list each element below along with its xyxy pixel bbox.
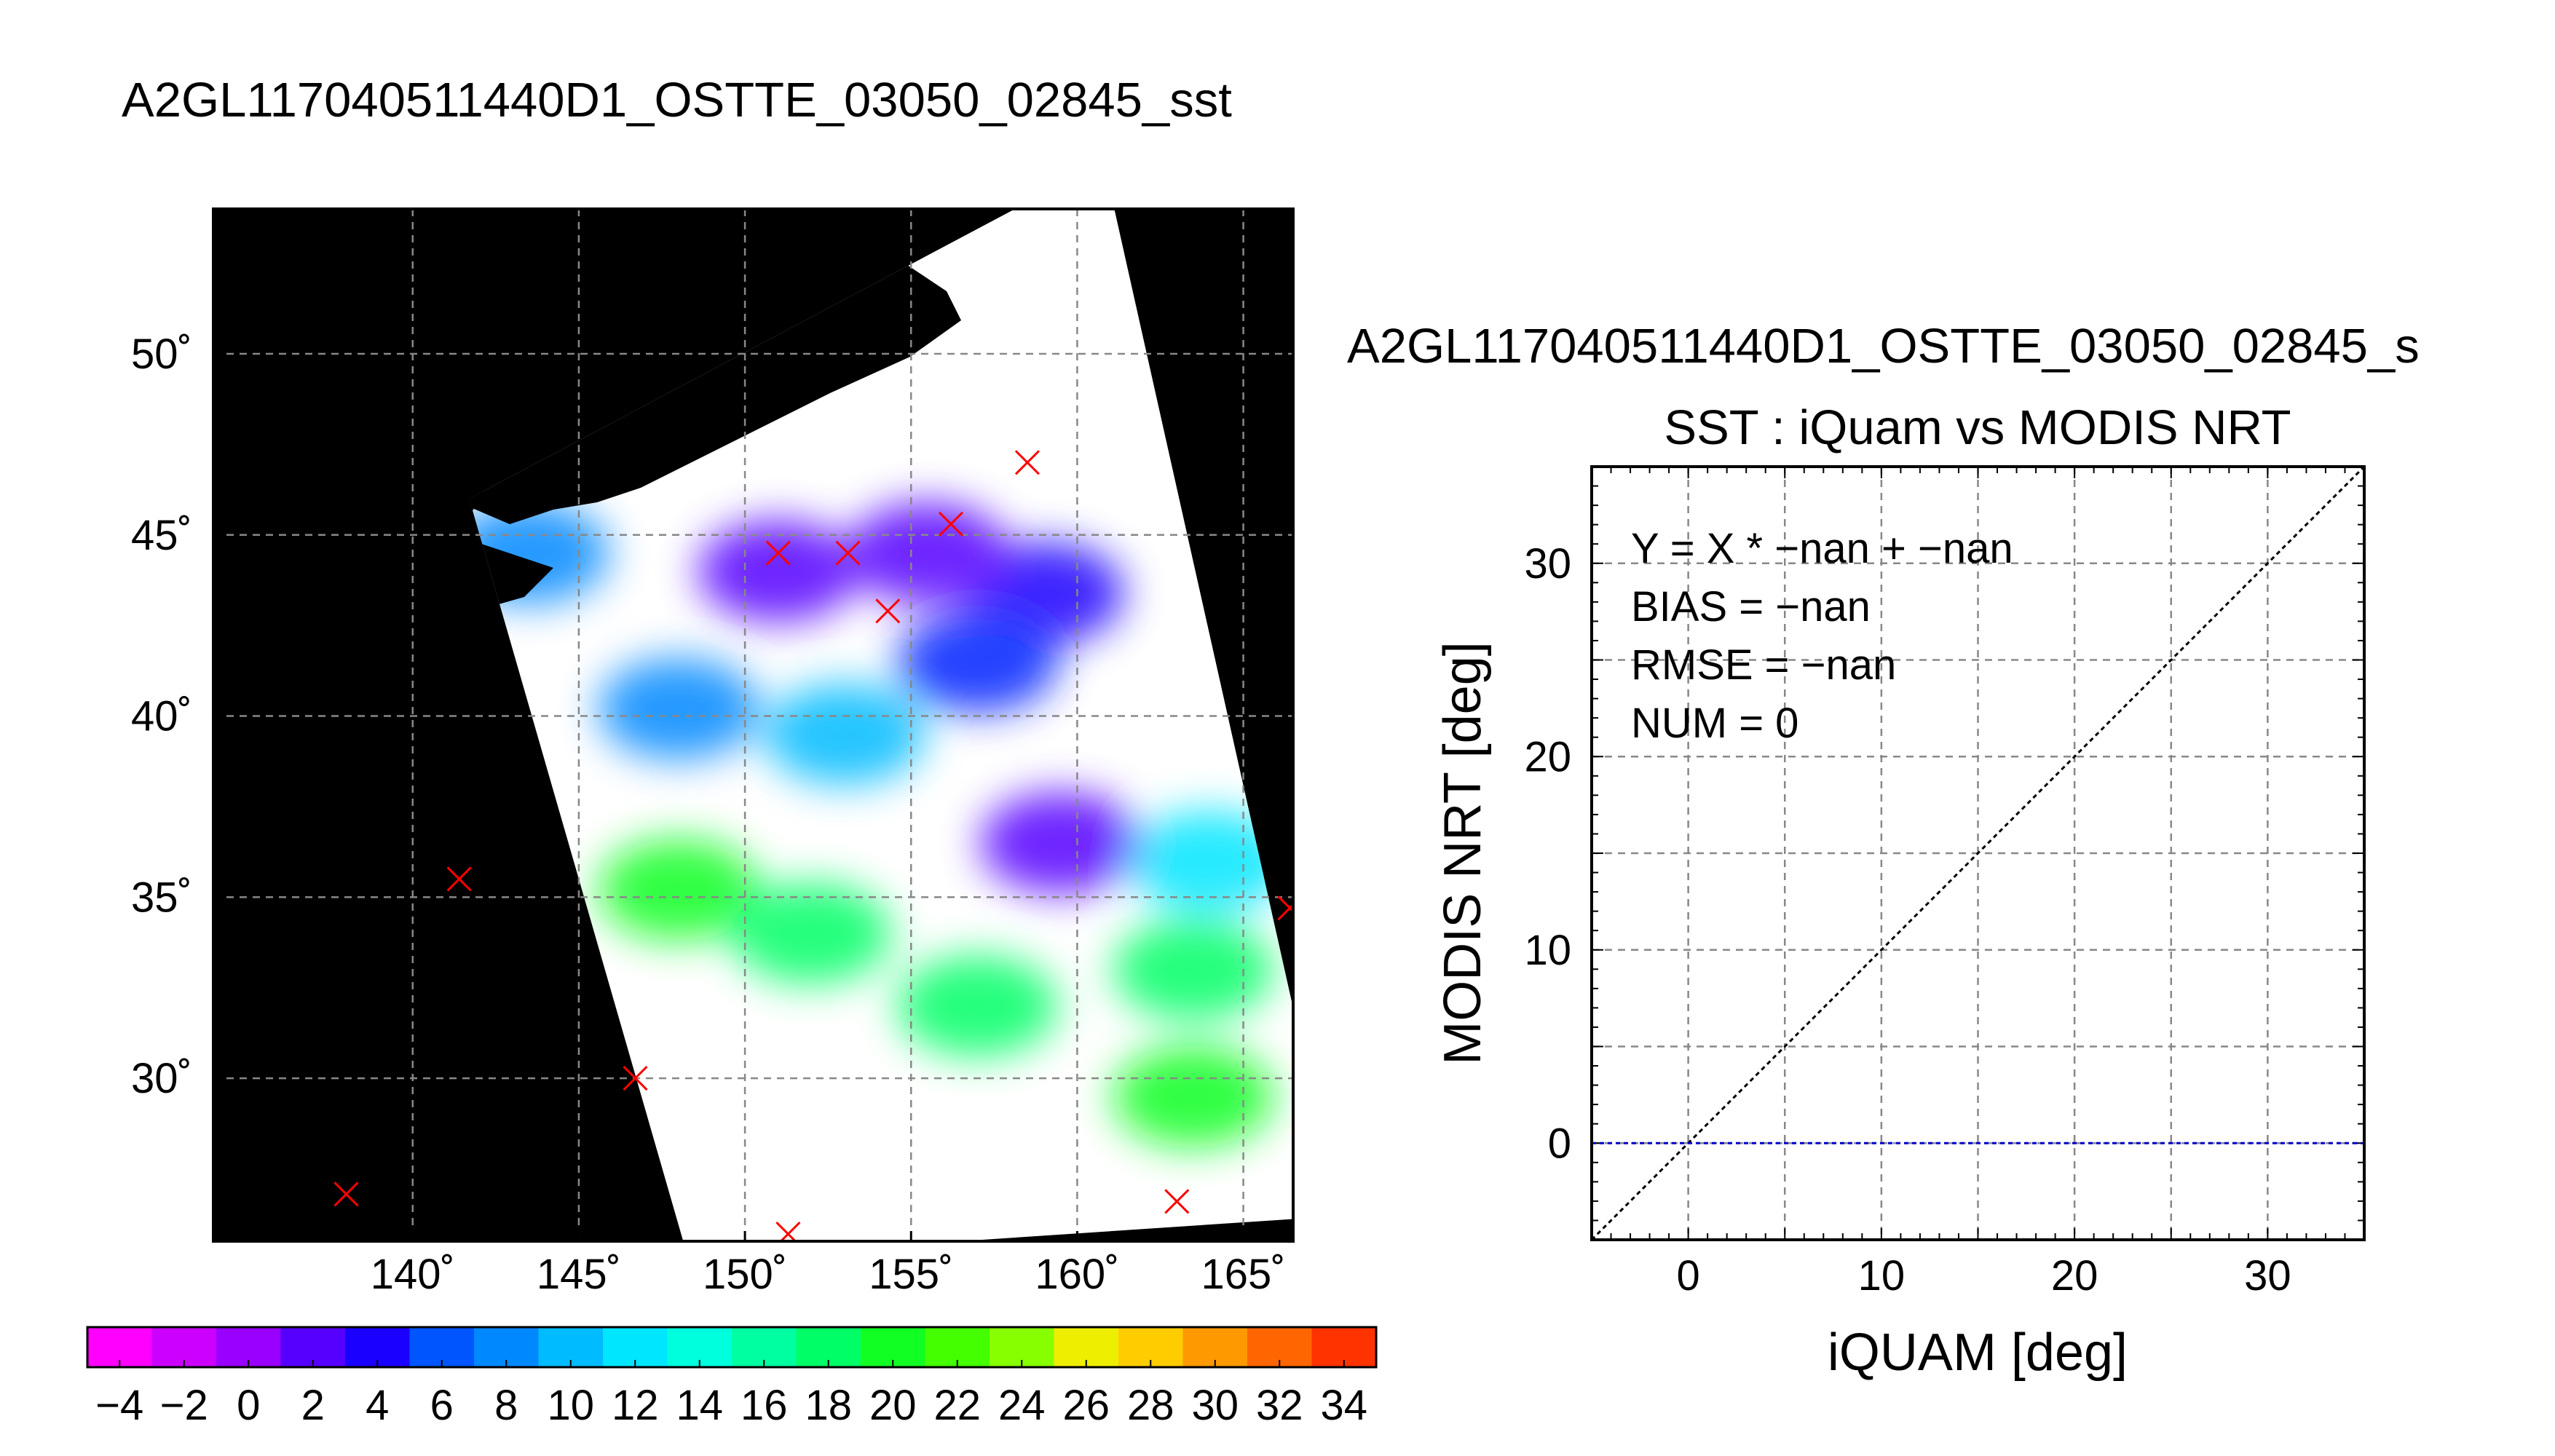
scatter-title: A2GL117040511440D1_OSTTE_03050_02845_s bbox=[1347, 319, 2420, 373]
scatter-y-tick-label: 10 bbox=[1524, 927, 1571, 974]
map-y-axis: 30˚ 35˚ 40˚ 45˚ 50˚ bbox=[131, 331, 224, 1102]
sst-patch bbox=[698, 520, 858, 622]
colorbar-labels: −4 −2 0 2 4 6 8 10 12 14 16 18 20 22 24 26 28 30 32 34 bbox=[95, 1360, 1367, 1429]
colorbar: −4 −2 0 2 4 6 8 10 12 14 16 18 20 22 24 26 28 30 32 34 bbox=[86, 1326, 1378, 1429]
map-x-tick-label: 155˚ bbox=[869, 1251, 953, 1298]
scatter-x-tick-label: 30 bbox=[2244, 1252, 2291, 1299]
sst-patch bbox=[897, 610, 1058, 713]
colorbar-tick-label: 18 bbox=[805, 1382, 852, 1429]
scatter-x-tick-label: 0 bbox=[1676, 1252, 1699, 1299]
sst-patch bbox=[980, 791, 1141, 894]
colorbar-tick-label: 20 bbox=[869, 1382, 917, 1429]
map-x-tick-label: 165˚ bbox=[1201, 1251, 1286, 1298]
map-x-tick-label: 145˚ bbox=[537, 1251, 621, 1298]
colorbar-tick-label: 32 bbox=[1256, 1382, 1303, 1429]
colorbar-tick-label: 8 bbox=[494, 1382, 518, 1429]
scatter-frame bbox=[1590, 465, 2366, 1241]
map-y-tick-label: 45˚ bbox=[131, 512, 192, 559]
buoy-marker bbox=[446, 866, 472, 892]
sst-patch bbox=[731, 882, 892, 985]
buoy-marker bbox=[333, 1182, 359, 1207]
colorbar-tick-label: 16 bbox=[741, 1382, 788, 1429]
scatter-y-axis: 0 10 20 30 bbox=[1524, 540, 1571, 1168]
scatter-y-tick-label: 20 bbox=[1524, 733, 1571, 780]
sst-patch bbox=[1129, 810, 1290, 912]
buoy-marker bbox=[1164, 1189, 1190, 1214]
map-y-tick-label: 40˚ bbox=[131, 693, 192, 740]
sst-patch bbox=[897, 954, 1058, 1057]
sst-field bbox=[469, 502, 1290, 1147]
buoy-marker bbox=[775, 1221, 801, 1241]
scatter-x-axis: 0 10 20 30 bbox=[1676, 1252, 2291, 1299]
colorbar-tick-label: 0 bbox=[237, 1382, 260, 1429]
colorbar-frame bbox=[86, 1326, 1378, 1369]
colorbar-tick-label: −2 bbox=[160, 1382, 208, 1429]
colorbar-tick-label: 24 bbox=[998, 1382, 1046, 1429]
colorbar-tick-label: 2 bbox=[301, 1382, 325, 1429]
map-y-tick-label: 35˚ bbox=[131, 874, 192, 921]
colorbar-tick-label: 6 bbox=[430, 1382, 454, 1429]
map-x-tick-label: 160˚ bbox=[1035, 1251, 1119, 1298]
sst-patch bbox=[1113, 918, 1274, 1021]
sst-patch bbox=[598, 657, 759, 760]
buoy-marker bbox=[765, 540, 791, 566]
scatter-subtitle: SST : iQuam vs MODIS NRT bbox=[1664, 400, 2291, 455]
map-x-tick-label: 150˚ bbox=[703, 1251, 787, 1298]
scatter-panel: 0 10 20 30 0 10 20 30 Y = X * −nan + −nan BIAS … bbox=[1434, 465, 2366, 1382]
colorbar-tick-label: 26 bbox=[1062, 1382, 1110, 1429]
scatter-y-tick-label: 30 bbox=[1524, 540, 1571, 587]
map-x-axis: 140˚ 145˚ 150˚ 155˚ 160˚ 165˚ bbox=[371, 1231, 1286, 1298]
map-frame bbox=[212, 207, 1295, 1243]
stats-annotation-line: RMSE = −nan bbox=[1631, 641, 1896, 689]
buoy-marker bbox=[1014, 450, 1040, 475]
map-x-tick-label: 140˚ bbox=[371, 1251, 455, 1298]
sst-patch bbox=[848, 502, 1008, 604]
buoy-marker bbox=[623, 1066, 648, 1091]
y-axis-label: MODIS NRT [deg] bbox=[1434, 641, 1492, 1065]
stats-annotation-line: BIAS = −nan bbox=[1631, 583, 1871, 630]
stats-annotation-line: NUM = 0 bbox=[1631, 700, 1798, 747]
colorbar-tick-label: 10 bbox=[547, 1382, 594, 1429]
colorbar-tick-label: 30 bbox=[1191, 1382, 1239, 1429]
identity-line bbox=[1592, 467, 2364, 1240]
colorbar-tick-label: 28 bbox=[1127, 1382, 1174, 1429]
colorbar-tick-label: 34 bbox=[1320, 1382, 1367, 1429]
buoy-marker bbox=[1277, 895, 1293, 921]
map-grid bbox=[213, 209, 1293, 1241]
x-axis-label: iQUAM [deg] bbox=[1828, 1324, 2128, 1382]
buoy-marker bbox=[938, 511, 964, 537]
map-panel: 140˚ 145˚ 150˚ 155˚ 160˚ 165˚ 30˚ 35˚ 40˚ 45˚ 50˚ bbox=[131, 207, 1295, 1298]
map-y-tick-label: 30˚ bbox=[131, 1055, 192, 1102]
colorbar-tick-label: 14 bbox=[676, 1382, 723, 1429]
colorbar-tick-label: 22 bbox=[933, 1382, 981, 1429]
scatter-x-tick-label: 10 bbox=[1858, 1252, 1906, 1299]
colorbar-tick-label: 4 bbox=[366, 1382, 389, 1429]
buoy-markers bbox=[333, 450, 1293, 1241]
map-y-tick-label: 50˚ bbox=[131, 331, 192, 378]
sst-patch bbox=[598, 839, 759, 941]
sst-patch bbox=[764, 683, 925, 786]
stats-annotations: Y = X * −nan + −nan BIAS = −nan RMSE = −na… bbox=[1631, 525, 2013, 747]
stats-annotation-line: Y = X * −nan + −nan bbox=[1631, 525, 2013, 572]
colorbar-tick-label: 12 bbox=[612, 1382, 659, 1429]
map-title: A2GL117040511440D1_OSTTE_03050_02845_sst bbox=[122, 73, 1232, 127]
scatter-x-tick-label: 20 bbox=[2051, 1252, 2098, 1299]
buoy-marker bbox=[875, 598, 901, 624]
buoy-marker bbox=[835, 540, 861, 566]
colorbar-tick-label: −4 bbox=[95, 1382, 143, 1429]
scatter-y-tick-label: 0 bbox=[1548, 1120, 1571, 1167]
sst-patch bbox=[1113, 1045, 1274, 1147]
